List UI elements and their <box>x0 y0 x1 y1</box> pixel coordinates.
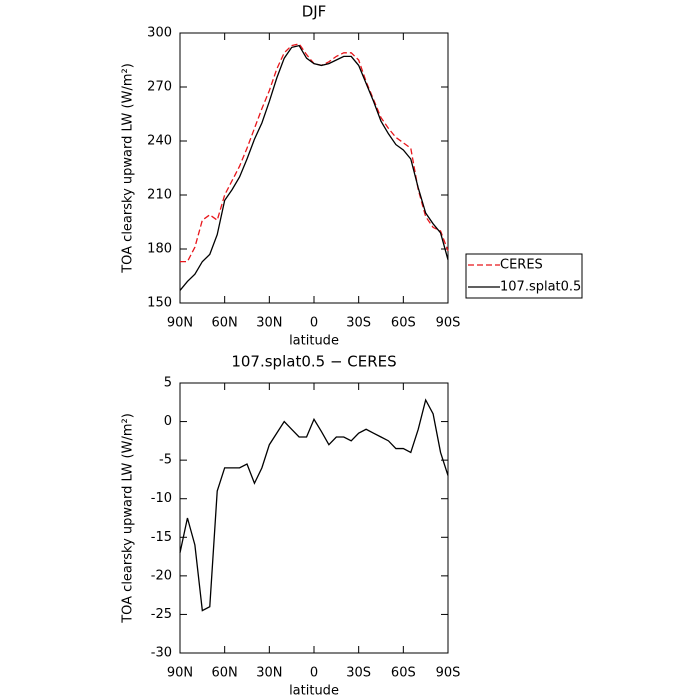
y-tick-label: -20 <box>151 568 172 583</box>
y-tick-label: -30 <box>151 646 172 661</box>
chart-title: 107.splat0.5 − CERES <box>231 353 396 371</box>
x-tick-label: 90N <box>167 316 193 331</box>
x-tick-label: 60S <box>391 316 416 331</box>
data-line <box>180 43 449 263</box>
x-tick-label: 60S <box>391 666 416 681</box>
plot-frame <box>179 382 449 654</box>
y-tick-label: 240 <box>147 134 172 149</box>
y-tick-label: -5 <box>159 453 172 468</box>
x-tick-label: 60N <box>212 316 238 331</box>
x-tick-label: 60N <box>212 666 238 681</box>
legend-label: 107.splat0.5 <box>500 280 581 295</box>
y-tick-label: 5 <box>164 376 172 391</box>
legend-box <box>465 253 583 299</box>
x-axis-label: latitude <box>289 684 339 699</box>
x-tick-label: 0 <box>310 316 318 331</box>
y-axis-label: TOA clearsky upward LW (W/m²) <box>121 63 136 274</box>
x-tick-label: 30N <box>256 666 282 681</box>
y-tick-label: 180 <box>147 242 172 257</box>
x-tick-label: 0 <box>310 666 318 681</box>
y-axis-label: TOA clearsky upward LW (W/m²) <box>121 413 136 624</box>
x-tick-label: 90S <box>436 666 461 681</box>
y-tick-label: -10 <box>151 491 172 506</box>
x-tick-label: 30S <box>346 316 371 331</box>
x-tick-label: 90N <box>167 666 193 681</box>
chart-title: DJF <box>302 3 327 21</box>
y-tick-label: -25 <box>151 607 172 622</box>
y-tick-label: 0 <box>164 414 172 429</box>
x-tick-label: 90S <box>436 316 461 331</box>
data-line <box>179 44 449 291</box>
x-axis-label: latitude <box>289 334 339 349</box>
y-tick-label: 300 <box>147 26 172 41</box>
x-tick-label: 30S <box>346 666 371 681</box>
plot-frame <box>179 32 449 304</box>
x-tick-label: 30N <box>256 316 282 331</box>
y-tick-label: 210 <box>147 188 172 203</box>
y-tick-label: 150 <box>147 296 172 311</box>
data-line <box>179 398 449 612</box>
y-tick-label: 270 <box>147 80 172 95</box>
y-tick-label: -15 <box>151 530 172 545</box>
legend-label: CERES <box>500 258 543 273</box>
